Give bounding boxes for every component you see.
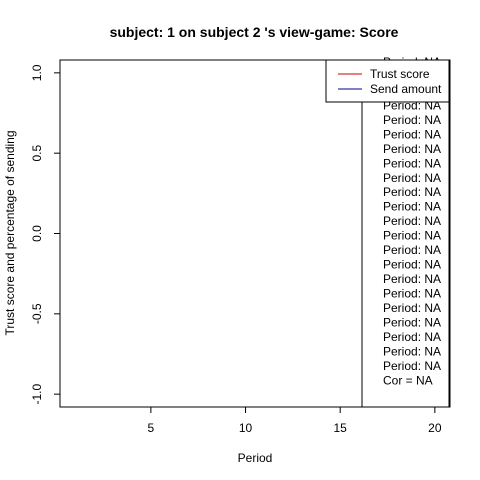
period-annotation: Period: NA [383,185,441,199]
x-tick-label: 10 [239,421,253,435]
x-axis: 5 10 15 20 [148,407,442,435]
period-annotation: Period: NA [383,301,441,315]
period-annotation: Period: NA [383,142,441,156]
period-annotation: Period: NA [383,171,441,185]
period-annotation: Period: NA [383,229,441,243]
y-tick-label: -0.5 [30,303,44,324]
period-annotation: Period: NA [383,200,441,214]
period-annotation: Period: NA [383,156,441,170]
period-annotation: Period: NA [383,214,441,228]
cor-text: Cor = NA [383,373,433,387]
x-axis-label: Period [238,451,273,465]
annotation-box [361,59,450,408]
y-tick-label: 0.0 [30,225,44,242]
period-annotation: Period: NA [383,315,441,329]
period-annotation: Period: NA [383,258,441,272]
y-axis: -1.0 -0.5 0.0 0.5 1.0 [30,64,60,404]
y-tick-label: -1.0 [30,383,44,404]
period-annotation: Period: NA [383,127,441,141]
legend-box [325,59,450,103]
x-tick-label: 15 [334,421,348,435]
y-axis-label: Trust score and percentage of sending [3,130,17,335]
legend-label: Send amount [370,82,442,96]
period-annotation: Period: NA [383,359,441,373]
x-tick-label: 5 [148,421,155,435]
y-tick-label: 0.5 [30,145,44,162]
legend-label: Trust score [370,67,430,81]
period-annotation: Period: NA [383,344,441,358]
period-annotation: Period: NA [383,330,441,344]
period-annotation: Period: NA [383,243,441,257]
period-annotation: Period: NA [383,272,441,286]
chart-title: subject: 1 on subject 2 's view-game: Sc… [110,24,399,40]
x-tick-label: 20 [428,421,442,435]
y-tick-label: 1.0 [30,64,44,81]
period-annotation: Period: NA [383,287,441,301]
period-annotation: Period: NA [383,113,441,127]
